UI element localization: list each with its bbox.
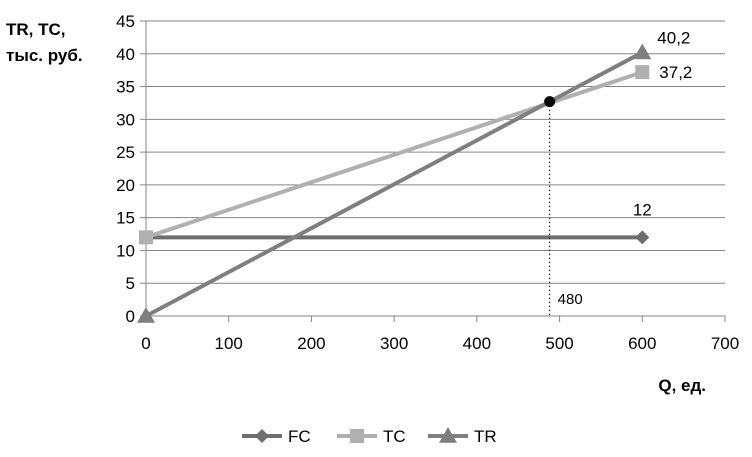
data-label-tr: 40,2 [657,28,690,47]
x-tick-label: 500 [545,334,573,353]
y-tick-label: 10 [116,241,135,260]
legend-swatch-marker [255,429,269,443]
series-markers [137,43,652,323]
series-lines [144,50,645,318]
x-tick-label: 100 [215,334,243,353]
data-label-fc: 12 [633,200,652,219]
marker-fc [635,230,650,245]
marker-tr [633,43,652,60]
x-tick-label: 200 [297,334,325,353]
y-tick-label: 45 [116,12,135,31]
legend-label: TC [383,427,406,446]
y-tick-label: 20 [116,176,135,195]
data-label-tc: 37,2 [659,63,692,82]
y-tick-label: 40 [116,45,135,64]
legend: FC TC TR [242,427,497,446]
x-tick-label: 700 [711,334,739,353]
series-line-tr [144,50,645,318]
x-tick-label: 600 [628,334,656,353]
data-labels: 12 37,2 40,2 480 [544,28,692,316]
axes: 0 5 10 15 20 25 30 35 40 45 0 100 200 300 400 500 600 700… [6,12,739,395]
legend-item-tr: TR [428,427,497,446]
break-even-label: 480 [558,291,583,308]
y-tick-label: 30 [116,110,135,129]
x-tick-label: 300 [380,334,408,353]
legend-swatch-marker [350,429,364,443]
legend-swatch-marker [439,427,457,443]
break-even-point [544,96,556,108]
marker-tc [139,230,153,245]
x-axis-title: Q, ед. [658,376,706,395]
y-tick-label: 35 [116,78,135,97]
legend-label: TR [474,427,497,446]
y-axis-title: TR, TC, [6,20,66,39]
y-tick-label: 25 [116,143,135,162]
y-tick-label: 15 [116,209,135,228]
marker-tr [137,307,155,323]
y-tick-label: 0 [126,307,135,326]
y-axis-title: тыс. руб. [6,46,83,65]
legend-item-fc: FC [242,427,311,446]
legend-label: FC [288,427,311,446]
y-tick-label: 5 [126,274,135,293]
series-line-tc [144,70,645,240]
x-tick-label: 400 [463,334,491,353]
gridlines [146,20,725,284]
marker-tc [635,65,650,80]
x-tick-label: 0 [141,334,150,353]
legend-item-tc: TC [337,427,406,446]
